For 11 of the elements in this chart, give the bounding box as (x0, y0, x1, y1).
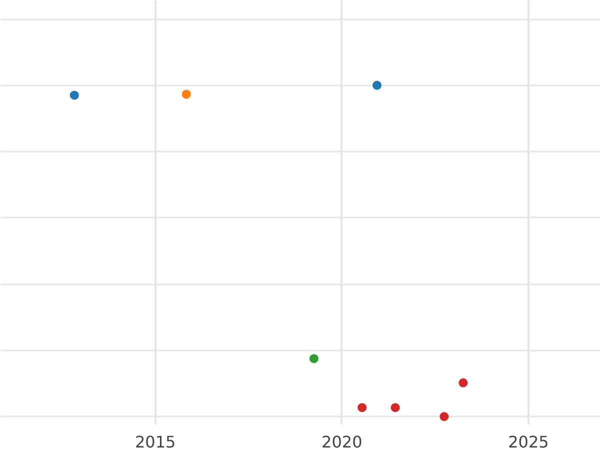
point (390, 403, 400, 412)
point (458, 378, 468, 388)
point (440, 412, 449, 422)
point (358, 403, 367, 412)
point (182, 90, 191, 99)
point (70, 90, 79, 100)
x-tick-label: 2020 (322, 432, 362, 450)
point (372, 80, 382, 90)
point (309, 354, 318, 364)
x-tick-label: 2015 (134, 432, 176, 450)
x-tick-label: 2025 (508, 432, 549, 450)
